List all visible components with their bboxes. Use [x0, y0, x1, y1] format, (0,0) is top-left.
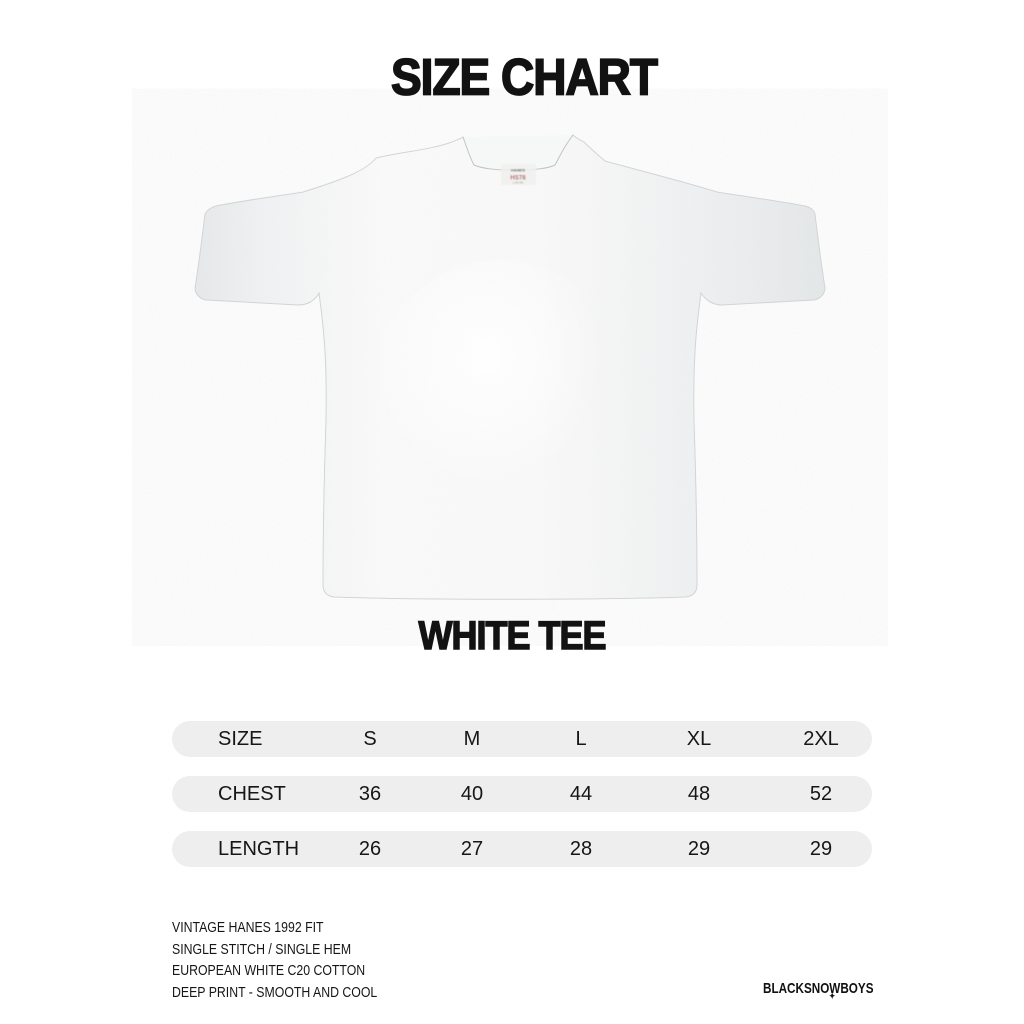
- svg-text:HS78: HS78: [510, 175, 526, 182]
- svg-text:L (42-44): L (42-44): [513, 181, 524, 185]
- svg-text:HANES: HANES: [511, 168, 525, 173]
